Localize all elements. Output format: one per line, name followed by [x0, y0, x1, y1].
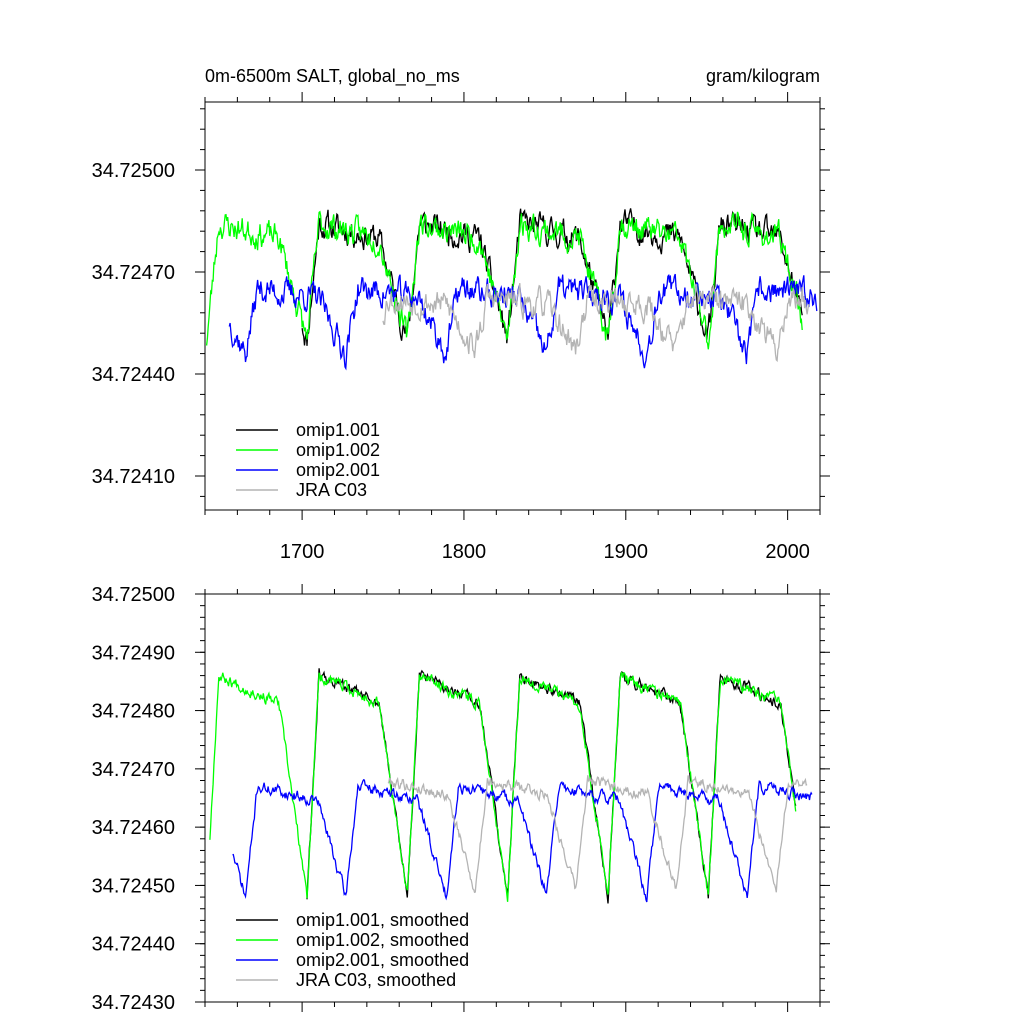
- legend-label: JRA C03: [296, 480, 367, 500]
- series-line-3: [387, 775, 808, 894]
- y-tick-label: 34.72460: [92, 817, 175, 839]
- series-line-2: [228, 273, 818, 371]
- x-tick-label: 2000: [765, 541, 810, 563]
- legend-label: omip1.001: [296, 420, 380, 440]
- y-tick-label: 34.72500: [92, 584, 175, 606]
- y-tick-label: 34.72410: [92, 466, 175, 488]
- x-tick-label: 1900: [604, 541, 649, 563]
- series-line-1: [209, 671, 797, 902]
- top-title-right: gram/kilogram: [706, 66, 820, 86]
- y-tick-label: 34.72440: [92, 934, 175, 956]
- x-tick-label: 1700: [280, 541, 325, 563]
- series-line-0: [301, 208, 803, 346]
- y-tick-label: 34.72490: [92, 642, 175, 664]
- y-tick-label: 34.72480: [92, 701, 175, 723]
- y-tick-label: 34.72470: [92, 262, 175, 284]
- top-title-left: 0m-6500m SALT, global_no_ms: [205, 66, 460, 87]
- legend-label: omip1.001, smoothed: [296, 910, 469, 930]
- legend-label: omip2.001, smoothed: [296, 950, 469, 970]
- legend-label: JRA C03, smoothed: [296, 970, 456, 990]
- y-tick-label: 34.72500: [92, 160, 175, 182]
- series-line-2: [232, 778, 813, 903]
- series-line-3: [382, 282, 810, 363]
- y-tick-label: 34.72440: [92, 364, 175, 386]
- top-panel: 34.72410 34.72440 34.72470 34.72500 1700 1800…: [92, 92, 830, 563]
- series-line-1: [205, 210, 803, 350]
- y-tick-label: 34.72470: [92, 759, 175, 781]
- x-tick-label: 1800: [442, 541, 487, 563]
- bottom-panel: 34.72430 34.72440 34.72450 34.72460 34.72470…: [92, 584, 830, 1014]
- plot-frame: [204, 101, 821, 511]
- legend-label: omip1.002, smoothed: [296, 930, 469, 950]
- legend-label: omip1.002: [296, 440, 380, 460]
- y-tick-label: 34.72450: [92, 875, 175, 897]
- plot-frame: [204, 593, 821, 1003]
- legend-label: omip2.001: [296, 460, 380, 480]
- y-tick-label: 34.72430: [92, 992, 175, 1014]
